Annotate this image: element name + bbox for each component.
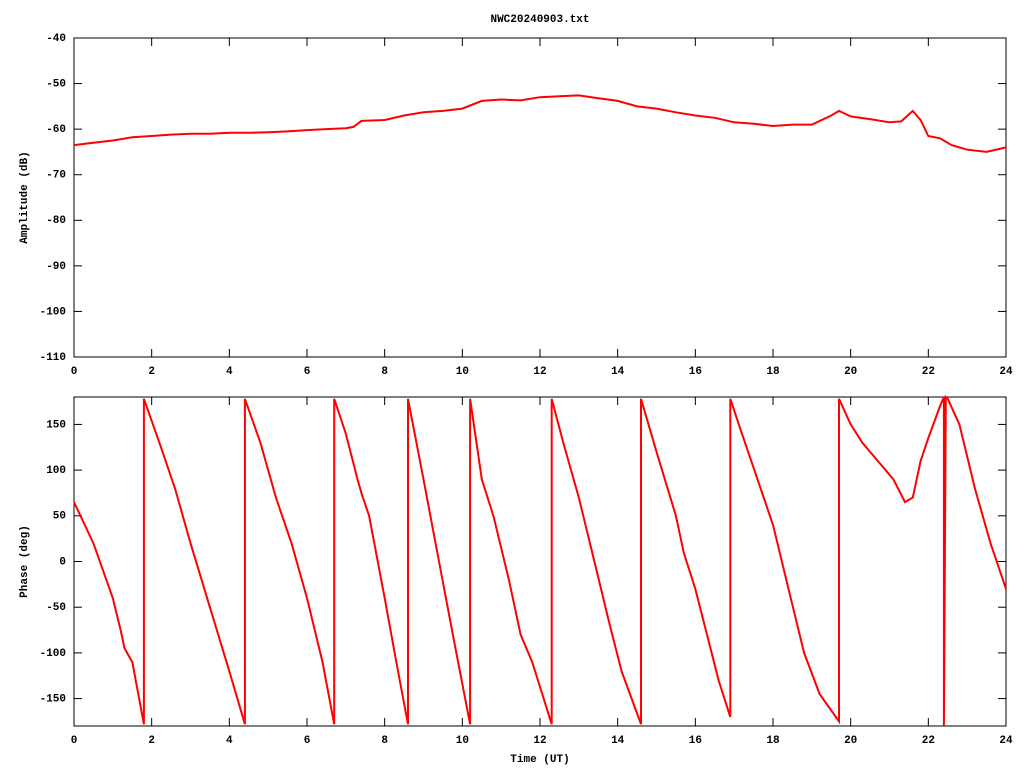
y-tick-label: 150 <box>46 419 66 431</box>
x-tick-label: 16 <box>689 366 702 378</box>
x-tick-label: 16 <box>689 735 702 747</box>
y-tick-label: 100 <box>46 465 66 477</box>
y-tick-label: 0 <box>59 556 66 568</box>
y-tick-label: -60 <box>46 124 66 136</box>
x-tick-label: 12 <box>533 366 546 378</box>
y-axis-label: Amplitude (dB) <box>19 151 31 243</box>
x-tick-label: 10 <box>456 735 469 747</box>
x-tick-label: 2 <box>148 366 155 378</box>
y-tick-label: -80 <box>46 215 66 227</box>
x-tick-label: 6 <box>304 735 311 747</box>
x-axis-label: Time (UT) <box>510 754 569 766</box>
y-tick-label: -100 <box>40 306 66 318</box>
x-tick-label: 20 <box>844 366 857 378</box>
x-tick-label: 8 <box>381 735 388 747</box>
x-tick-label: 20 <box>844 735 857 747</box>
x-tick-label: 22 <box>922 366 935 378</box>
x-tick-label: 12 <box>533 735 546 747</box>
x-tick-label: 0 <box>71 366 78 378</box>
y-tick-label: 50 <box>53 511 66 523</box>
y-tick-label: -70 <box>46 170 66 182</box>
y-tick-label: -40 <box>46 33 66 45</box>
x-tick-label: 18 <box>766 735 780 747</box>
x-tick-label: 6 <box>304 366 311 378</box>
x-tick-label: 10 <box>456 366 469 378</box>
x-tick-label: 24 <box>999 366 1013 378</box>
y-tick-label: -100 <box>40 648 66 660</box>
y-tick-label: -150 <box>40 693 66 705</box>
x-tick-label: 0 <box>71 735 78 747</box>
x-tick-label: 22 <box>922 735 935 747</box>
chart-title: NWC20240903.txt <box>490 14 589 26</box>
y-tick-label: -50 <box>46 78 66 90</box>
y-axis-label: Phase (deg) <box>19 525 31 598</box>
data-line <box>73 394 1007 727</box>
x-tick-label: 14 <box>611 366 625 378</box>
y-tick-label: -90 <box>46 261 66 273</box>
data-line <box>73 94 1007 153</box>
y-tick-label: -110 <box>40 352 66 364</box>
plot-frame <box>73 37 1007 358</box>
x-tick-label: 18 <box>766 366 780 378</box>
x-tick-label: 24 <box>999 735 1013 747</box>
x-tick-label: 4 <box>226 366 233 378</box>
x-tick-label: 4 <box>226 735 233 747</box>
x-tick-label: 14 <box>611 735 625 747</box>
x-tick-label: 2 <box>148 735 155 747</box>
x-tick-label: 8 <box>381 366 388 378</box>
y-tick-label: -50 <box>46 602 66 614</box>
